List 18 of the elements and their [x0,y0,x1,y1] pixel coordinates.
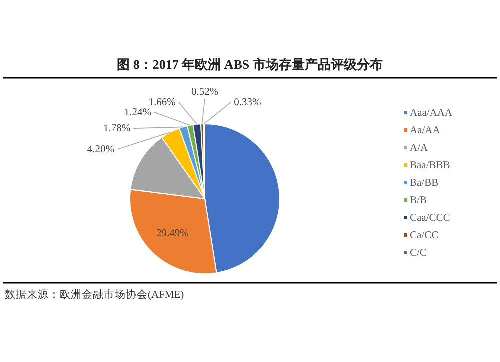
legend-label: Aaa/AAA [410,108,453,119]
legend-label: C/C [410,248,427,259]
legend-label: Aa/AA [410,126,441,136]
legend-label: Ba/BB [410,178,439,189]
legend-label: Baa/BBB [410,160,450,172]
legend-label: B/B [410,196,427,206]
legend-label: Caa/CCC [410,213,450,224]
legend-label: Ca/CC [410,230,439,242]
data-label: 1.66% [148,97,176,108]
data-label: 29.49% [156,228,190,240]
data-label: 1.24% [124,108,152,119]
chart-title: 图 8：2017 年欧洲 ABS 市场存量产品评级分布 [117,57,383,72]
data-label: 0.33% [234,97,262,108]
legend-label: A/A [410,143,428,154]
data-label: 0.52% [191,87,219,98]
source-note: 数据来源：欧洲金融市场协会(AFME) [5,288,185,301]
data-label: 4.20% [87,144,115,156]
data-label: 1.78% [103,124,131,135]
